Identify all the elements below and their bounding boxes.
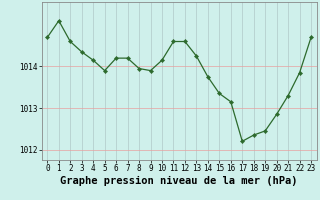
X-axis label: Graphe pression niveau de la mer (hPa): Graphe pression niveau de la mer (hPa) xyxy=(60,176,298,186)
